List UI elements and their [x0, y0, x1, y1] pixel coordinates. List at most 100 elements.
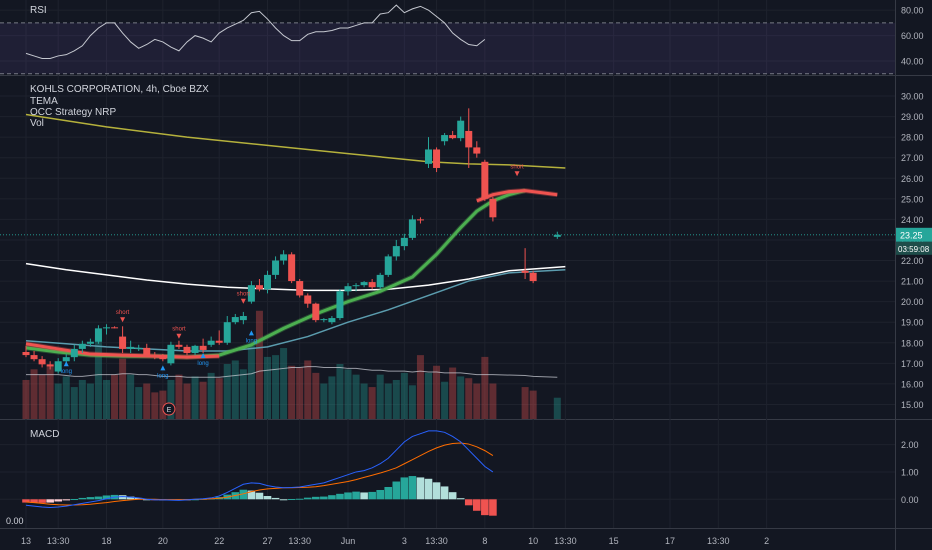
time-axis-label: 22	[214, 536, 224, 546]
time-axis-label: 13	[21, 536, 31, 546]
price-axis-tick: 30.00	[901, 92, 924, 102]
macd-histogram-bar	[78, 497, 87, 500]
volume-bar	[433, 365, 441, 419]
macd-histogram-bar	[295, 498, 304, 500]
price-axis-tick: 25.00	[901, 194, 924, 204]
volume-bar	[46, 365, 54, 419]
time-axis-label: 20	[158, 536, 168, 546]
candle-body	[400, 237, 408, 247]
macd-histogram-bar	[456, 498, 465, 500]
candle-body	[433, 149, 441, 168]
macd-left-value: 0.00	[6, 516, 24, 526]
volume-bar	[255, 310, 263, 419]
candle-body	[384, 256, 392, 275]
candle-body	[54, 361, 62, 372]
macd-line	[25, 430, 494, 508]
volume-bar	[336, 364, 344, 419]
macd-histogram-bar	[464, 499, 473, 506]
macd-histogram-bar	[247, 490, 256, 500]
candle-body	[151, 355, 159, 358]
indicator-tema-label[interactable]: TEMA	[30, 96, 58, 107]
indicator-line-4	[25, 342, 220, 359]
volume-bar	[312, 372, 320, 419]
volume-bar	[183, 383, 191, 419]
rsi-axis-tick: 80.00	[901, 6, 924, 16]
volume-bar	[465, 378, 473, 419]
long-signal-label: long	[61, 369, 72, 375]
time-axis-label: 10	[528, 536, 538, 546]
candle-body	[22, 352, 30, 356]
price-axis-tick: 27.00	[901, 153, 924, 163]
candle-body	[199, 345, 207, 350]
macd-histogram-bar	[352, 491, 360, 500]
volume-bar	[376, 374, 384, 419]
indicator-occ-label[interactable]: OCC Strategy NRP	[30, 107, 117, 118]
rsi-axis-tick: 60.00	[901, 31, 924, 41]
volume-bar	[22, 379, 30, 419]
price-axis[interactable]: 80.00 60.00 40.00 30.00 29.00 28.00 27.00 26.00…	[896, 6, 932, 505]
time-axis-label: 13:30	[47, 536, 70, 546]
candle-body	[328, 318, 336, 323]
price-axis-tick: 29.00	[901, 112, 924, 122]
rsi-panel[interactable]	[0, 4, 895, 75]
volume-bar	[441, 381, 449, 419]
macd-histogram-bar	[118, 495, 127, 500]
candle-body	[473, 147, 481, 154]
macd-axis-tick: 0.00	[901, 495, 919, 505]
indicator-line-5	[476, 189, 558, 203]
last-price-badge	[896, 227, 932, 242]
volume-bar	[344, 369, 352, 419]
rsi-band	[0, 22, 895, 74]
volume-bar	[30, 369, 38, 419]
volume-bar	[304, 360, 312, 419]
macd-histogram-bar	[62, 499, 71, 501]
volume-bar	[392, 379, 400, 419]
time-axis-label: 2	[764, 536, 769, 546]
candle-body	[481, 161, 489, 199]
candle-body	[272, 260, 280, 275]
long-signal-arrow	[200, 352, 206, 358]
candle-body	[416, 219, 424, 221]
short-signal-label: short	[172, 327, 186, 333]
volume-bar	[215, 378, 223, 419]
indicator-line-2	[25, 269, 566, 352]
candle-body	[247, 285, 255, 302]
volume-bar	[473, 383, 481, 419]
volume-bar	[151, 392, 159, 419]
rsi-line	[25, 4, 486, 59]
volume-bar	[207, 372, 215, 419]
macd-panel[interactable]	[22, 430, 497, 516]
time-axis[interactable]: 13 13:30 18 20 22 27 13:30 Jun 3 13:30 8 10 13:30 15 1…	[21, 536, 769, 546]
time-axis-label: 8	[482, 536, 487, 546]
macd-histogram-bar	[344, 492, 352, 500]
candle-body	[103, 327, 110, 329]
volume-bar	[135, 387, 143, 419]
price-axis-tick: 21.00	[901, 277, 924, 287]
volume-bar	[175, 374, 183, 419]
time-axis-label: 13:30	[288, 536, 311, 546]
chart-title[interactable]: KOHLS CORPORATION, 4h, Cboe BZX	[30, 84, 209, 95]
price-panel[interactable]: short long long short long short long short E	[0, 108, 895, 419]
candle-body	[207, 340, 215, 345]
time-axis-label: 18	[101, 536, 111, 546]
price-axis-tick: 19.00	[901, 318, 924, 328]
volume-bar	[296, 367, 304, 419]
candle-body	[376, 274, 384, 288]
last-price-value: 23.25	[900, 230, 923, 240]
macd-histogram-bar	[239, 489, 248, 500]
indicator-vol-label[interactable]: Vol	[30, 118, 44, 129]
volume-bar	[103, 379, 110, 419]
time-axis-label: 13:30	[554, 536, 577, 546]
volume-bar	[54, 383, 62, 419]
short-signal-label: short	[116, 310, 130, 316]
volume-bar	[191, 376, 199, 419]
price-axis-tick: 24.00	[901, 215, 924, 225]
macd-histogram-bar	[102, 495, 111, 500]
rsi-axis-tick: 40.00	[901, 57, 924, 67]
macd-histogram-bar	[424, 478, 433, 500]
long-signal-label: long	[246, 338, 257, 344]
time-axis-label: 13:30	[425, 536, 448, 546]
candle-body	[489, 198, 497, 218]
volume-bar	[481, 356, 489, 419]
candle-body	[111, 327, 119, 329]
